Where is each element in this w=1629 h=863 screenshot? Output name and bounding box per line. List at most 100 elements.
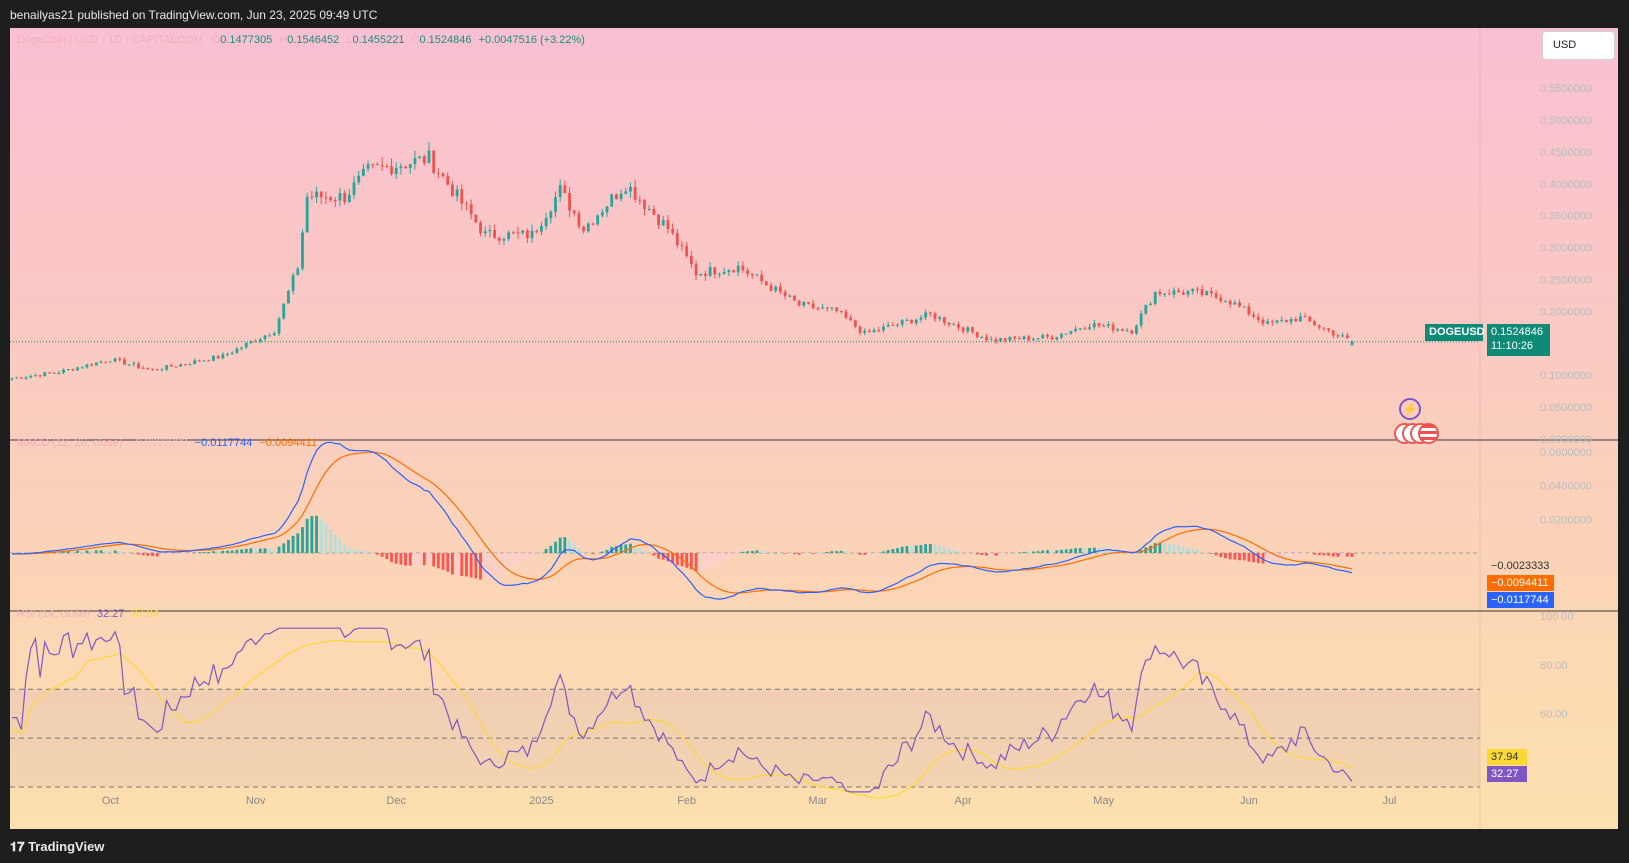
candle xyxy=(141,365,145,369)
candle xyxy=(1261,316,1265,327)
candle-body xyxy=(1233,302,1237,305)
macd-histogram-bar xyxy=(582,551,586,553)
candle xyxy=(1219,294,1223,304)
candle xyxy=(1331,329,1335,339)
candle xyxy=(872,327,876,333)
candle-body xyxy=(793,295,796,301)
candle xyxy=(338,187,342,207)
rsi-title[interactable]: RSI (14, close) xyxy=(17,608,90,620)
macd-histogram-bar xyxy=(1069,548,1073,553)
candle-body xyxy=(1331,330,1335,336)
time-tick-label: Mar xyxy=(808,795,827,807)
symbol-title[interactable]: DogeCoin / USD · 1D · CAPITALCOM xyxy=(17,34,203,46)
candle xyxy=(90,362,94,367)
macd-histogram-bar xyxy=(671,553,675,563)
macd-histogram-bar xyxy=(853,553,857,554)
macd-histogram-bar xyxy=(137,553,140,555)
macd-histogram-bar xyxy=(272,548,276,553)
candle xyxy=(1308,315,1312,322)
macd-histogram-bar xyxy=(43,551,47,553)
candle-body xyxy=(80,367,84,369)
candle xyxy=(179,363,183,367)
candle-body xyxy=(497,237,501,241)
rsi-value: 32.27 xyxy=(96,608,125,620)
candle xyxy=(1149,301,1152,306)
macd-histogram-bar xyxy=(469,553,473,578)
candle-body xyxy=(1280,319,1284,321)
candle xyxy=(947,321,951,327)
macd-histogram-bar xyxy=(315,515,318,553)
candle-body xyxy=(549,211,553,219)
candle xyxy=(1139,310,1143,329)
candle-body xyxy=(85,364,89,368)
symbol-price-tag[interactable]: DOGEUSD xyxy=(1425,324,1485,341)
candle-body xyxy=(479,222,482,234)
candle-body xyxy=(66,369,70,371)
candle xyxy=(404,165,407,169)
candle-body xyxy=(1031,338,1035,341)
candle xyxy=(516,226,520,239)
candle-body xyxy=(460,189,464,204)
candle-body xyxy=(1121,329,1124,331)
macd-histogram-bar xyxy=(1191,548,1195,553)
candle xyxy=(1238,299,1241,308)
events-flag-icon[interactable] xyxy=(1394,423,1439,444)
macd-histogram-bar xyxy=(1135,552,1138,554)
tradingview-logo[interactable]: 𝟏𝟕 TradingView xyxy=(10,839,104,855)
candle-body xyxy=(853,320,857,327)
candle xyxy=(230,351,234,355)
macd-histogram-bar xyxy=(722,553,726,561)
macd-histogram-bar xyxy=(1022,551,1026,553)
chart-frame[interactable] xyxy=(10,28,1618,829)
candle xyxy=(877,326,881,333)
candle-body xyxy=(221,354,225,359)
candle-body xyxy=(1050,336,1054,340)
candle-body xyxy=(900,320,904,325)
macd-histogram-bar xyxy=(858,553,862,555)
candle-body xyxy=(605,206,609,213)
candle xyxy=(15,376,19,379)
macd-histogram-bar xyxy=(460,553,464,577)
candle-body xyxy=(1172,290,1176,295)
candle xyxy=(235,346,239,355)
lightning-icon[interactable]: ⚡ xyxy=(1399,398,1421,420)
currency-button[interactable]: USD xyxy=(1542,31,1615,60)
macd-histogram-bar xyxy=(891,549,895,553)
candle-body xyxy=(1027,336,1031,341)
macd-histogram-bar xyxy=(118,550,122,553)
rsi-ma-line xyxy=(12,639,1353,799)
candle-body xyxy=(1191,288,1195,292)
candle-body xyxy=(71,369,75,371)
candle-body xyxy=(305,196,309,233)
candle-body xyxy=(277,318,281,334)
candle-body xyxy=(783,291,787,297)
macd-title[interactable]: MACD (12, 26, close) xyxy=(17,437,123,449)
macd-histogram-bar xyxy=(385,553,389,559)
macd-histogram-bar xyxy=(446,553,450,572)
candle-body xyxy=(254,341,258,343)
macd-histogram-bar xyxy=(652,553,656,556)
macd-histogram-bar xyxy=(15,552,19,554)
macd-histogram-bar xyxy=(338,538,342,553)
candle-body xyxy=(357,175,361,183)
candle-body xyxy=(980,336,984,338)
candle xyxy=(446,172,450,186)
candle-body xyxy=(994,339,998,342)
candle-body xyxy=(329,197,333,200)
macd-histogram-bar xyxy=(910,546,913,553)
candle-body xyxy=(572,210,576,214)
macd-legend: MACD (12, 26, close) −0.0023333 −0.01177… xyxy=(17,437,317,449)
macd-signal-tag: −0.0094411 xyxy=(1487,575,1554,591)
candle-body xyxy=(366,164,370,169)
candle-body xyxy=(689,255,693,265)
macd-histogram-bar xyxy=(474,553,478,579)
candle xyxy=(938,315,942,322)
candle xyxy=(1069,330,1073,335)
candle-body xyxy=(169,365,173,367)
candle xyxy=(451,180,454,197)
macd-histogram-bar xyxy=(825,551,829,553)
candle-body xyxy=(408,163,412,168)
candle-body xyxy=(216,355,220,359)
candle xyxy=(1210,287,1213,298)
